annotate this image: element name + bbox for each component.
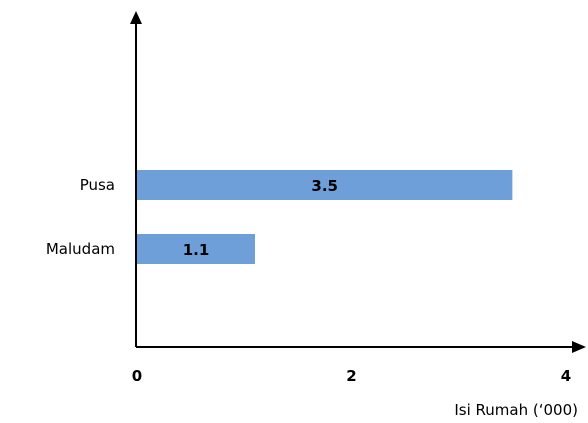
x-tick-label: 4 [561,367,571,385]
x-tick-label: 2 [346,367,356,385]
bar-value-label: 3.5 [311,177,338,195]
x-axis-arrow [572,341,586,353]
x-tick-label: 0 [132,367,142,385]
bar-maludam [137,234,255,264]
bar-pusa [137,170,513,200]
category-label: Maludam [46,240,115,258]
bar-value-label: 1.1 [183,241,210,259]
x-axis-label: Isi Rumah (‘000) [454,401,578,419]
category-label: Pusa [80,176,115,194]
y-axis-arrow [130,11,142,24]
